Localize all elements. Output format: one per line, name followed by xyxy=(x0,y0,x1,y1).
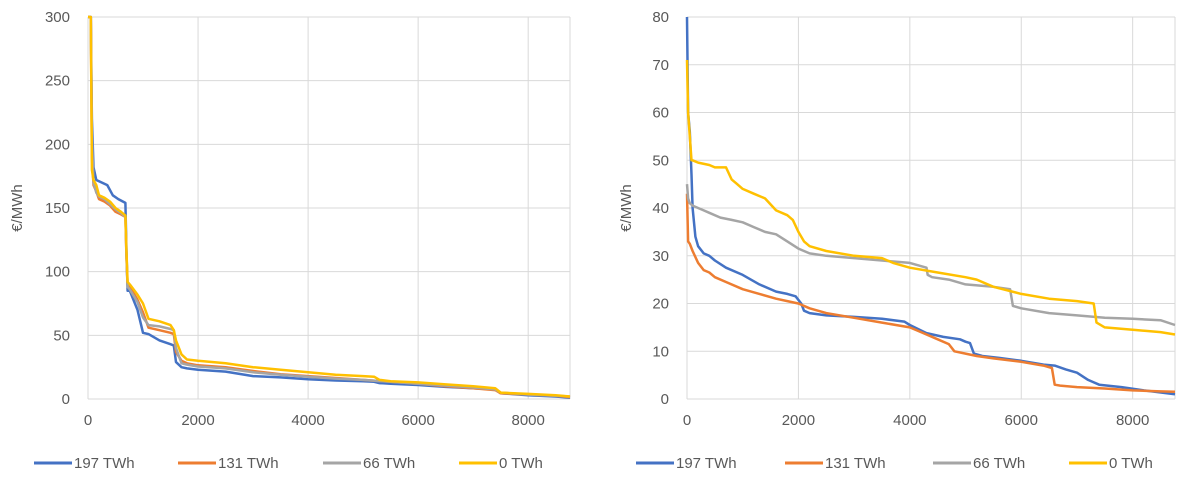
series-line-197-twh xyxy=(685,16,1176,396)
x-tick-label: 6000 xyxy=(1005,412,1038,429)
y-tick-label: 60 xyxy=(652,105,669,122)
y-tick-label: 70 xyxy=(652,57,669,74)
legend-label: 0 TWh xyxy=(1109,455,1153,472)
series-line-197-twh xyxy=(88,15,571,399)
legend-label: 197 TWh xyxy=(74,455,135,472)
x-tick-label: 0 xyxy=(683,412,691,429)
x-tick-label: 2000 xyxy=(782,412,815,429)
y-tick-label: 300 xyxy=(45,9,70,26)
y-tick-label: 100 xyxy=(45,264,70,281)
y-tick-label: 250 xyxy=(45,73,70,90)
y-tick-label: 80 xyxy=(652,9,669,26)
series-line-131-twh xyxy=(685,193,1176,394)
y-tick-label: 20 xyxy=(652,296,669,313)
x-tick-label: 4000 xyxy=(893,412,926,429)
y-tick-label: 200 xyxy=(45,136,70,153)
chart-left: 0 50 100 150 200 250 300 0 2000 4000 6000 8000 €/MWh… xyxy=(9,9,571,472)
series-line-66-twh xyxy=(685,184,1176,327)
y-tick-label: 150 xyxy=(45,200,70,217)
y-axis-label: €/MWh xyxy=(9,184,26,232)
legend-label: 131 TWh xyxy=(825,455,886,472)
x-tick-label: 8000 xyxy=(511,412,544,429)
series-line-0-twh xyxy=(685,59,1176,336)
y-tick-label: 0 xyxy=(661,391,669,408)
grid xyxy=(87,16,571,400)
legend: 197 TWh 131 TWh 66 TWh 0 TWh xyxy=(34,455,543,472)
x-tick-label: 0 xyxy=(84,412,92,429)
legend-label: 197 TWh xyxy=(676,455,737,472)
legend-label: 131 TWh xyxy=(218,455,279,472)
legend-label: 66 TWh xyxy=(363,455,415,472)
y-tick-label: 50 xyxy=(652,152,669,169)
y-tick-label: 30 xyxy=(652,248,669,265)
y-axis-label: €/MWh xyxy=(618,184,635,232)
series-line-0-twh xyxy=(88,15,571,398)
x-tick-label: 8000 xyxy=(1116,412,1149,429)
grid xyxy=(686,16,1176,400)
legend: 197 TWh 131 TWh 66 TWh 0 TWh xyxy=(636,455,1153,472)
y-tick-label: 50 xyxy=(53,327,70,344)
x-tick-label: 4000 xyxy=(291,412,324,429)
x-tick-label: 2000 xyxy=(181,412,214,429)
y-tick-label: 0 xyxy=(62,391,70,408)
x-tick-label: 6000 xyxy=(401,412,434,429)
y-tick-label: 10 xyxy=(652,343,669,360)
chart-right: 0 10 20 30 40 50 60 70 80 0 2000 4000 6000 8000 €/MWh 1… xyxy=(618,9,1176,472)
legend-label: 66 TWh xyxy=(973,455,1025,472)
legend-label: 0 TWh xyxy=(499,455,543,472)
y-tick-label: 40 xyxy=(652,200,669,217)
